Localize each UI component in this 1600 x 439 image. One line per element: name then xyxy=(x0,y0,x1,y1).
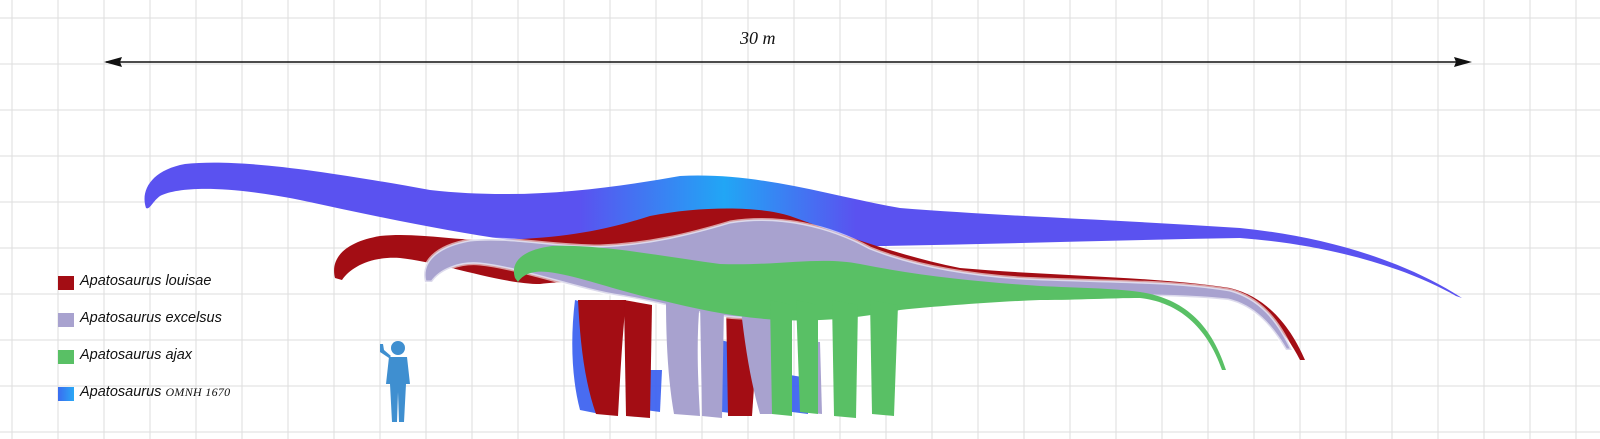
legend-swatch xyxy=(58,276,74,290)
legend-swatch xyxy=(58,387,74,401)
species-name: excelsus xyxy=(165,310,222,326)
legend-label: Apatosaurus louisae xyxy=(80,273,211,289)
specimen-name: OMNH 1670 xyxy=(165,385,231,399)
scale-label: 30 m xyxy=(740,28,776,48)
ajax-silhouette xyxy=(513,245,1226,418)
genus-name: Apatosaurus xyxy=(80,347,162,363)
genus-name: Apatosaurus xyxy=(80,384,162,400)
human-scale-figure xyxy=(380,341,410,422)
species-name: ajax xyxy=(165,347,193,363)
legend-label: Apatosaurus OMNH 1670 xyxy=(80,384,231,400)
genus-name: Apatosaurus xyxy=(80,273,162,289)
legend-swatch xyxy=(58,313,74,327)
legend-label: Apatosaurus ajax xyxy=(80,347,192,363)
scale-arrow xyxy=(104,57,1472,67)
genus-name: Apatosaurus xyxy=(80,310,162,326)
legend-label: Apatosaurus excelsus xyxy=(80,310,222,326)
species-name: louisae xyxy=(165,273,212,289)
legend-swatch xyxy=(58,350,74,364)
